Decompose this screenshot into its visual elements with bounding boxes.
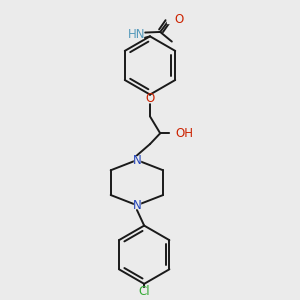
- Text: OH: OH: [175, 127, 193, 140]
- Bar: [167, 17, 174, 23]
- Text: O: O: [174, 13, 183, 26]
- Bar: [131, 32, 143, 38]
- Bar: [146, 96, 154, 102]
- Text: Cl: Cl: [138, 286, 150, 298]
- Bar: [134, 202, 140, 208]
- Bar: [170, 130, 179, 136]
- Bar: [134, 157, 140, 163]
- Text: N: N: [133, 199, 141, 212]
- Text: HN: HN: [128, 28, 146, 41]
- Bar: [140, 288, 148, 294]
- Text: O: O: [146, 92, 154, 105]
- Text: N: N: [133, 154, 141, 166]
